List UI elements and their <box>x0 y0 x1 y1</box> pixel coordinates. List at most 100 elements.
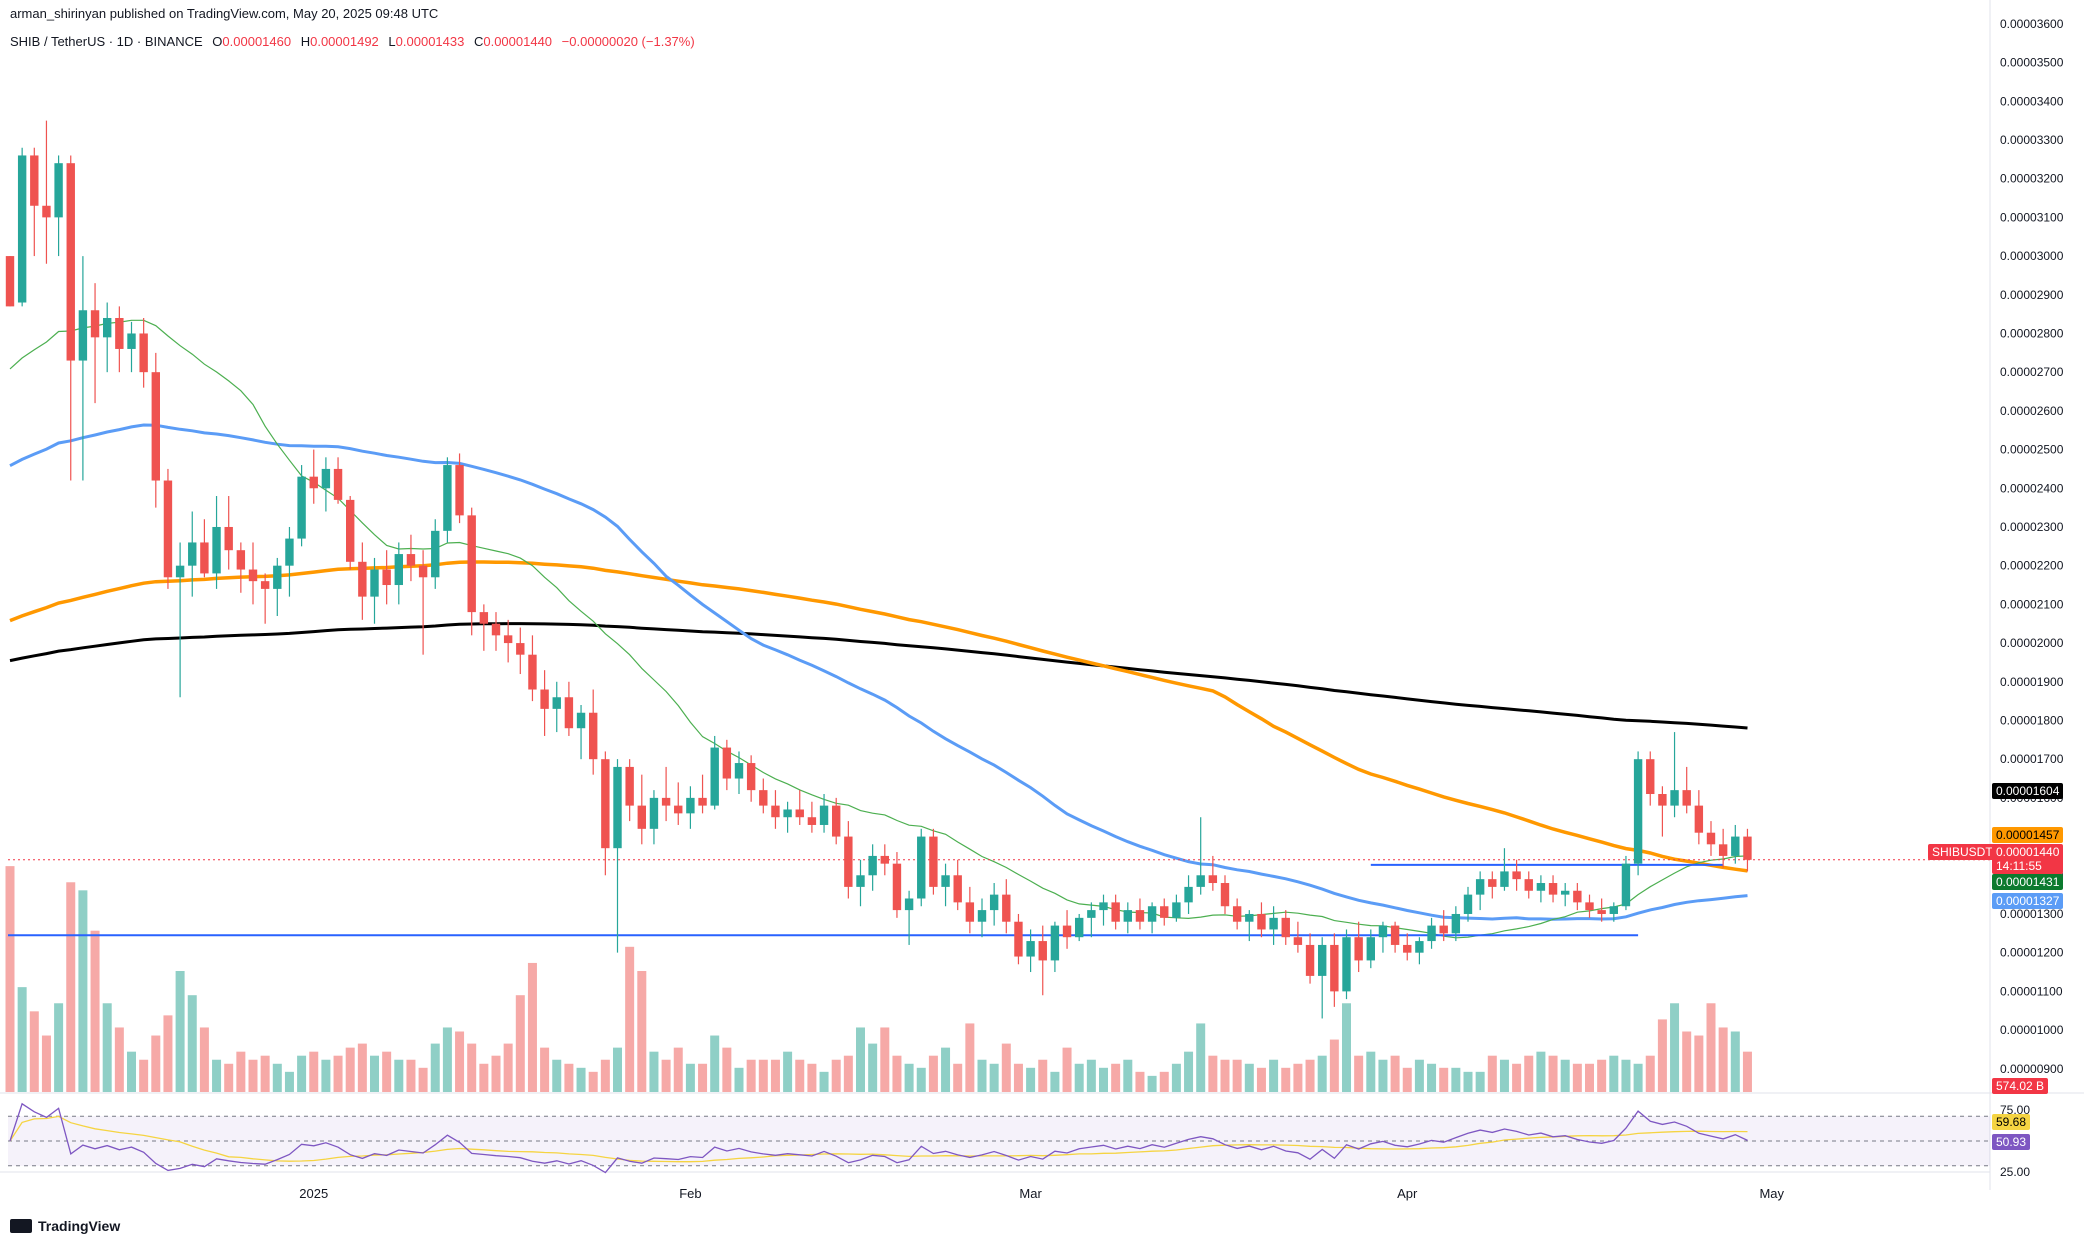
candle-body <box>965 902 975 922</box>
candle-body <box>856 875 865 887</box>
volume-bar <box>1560 1059 1570 1092</box>
volume-bar <box>1184 1051 1194 1092</box>
volume-bar <box>1086 1059 1096 1092</box>
volume-bar <box>467 1043 477 1092</box>
candle-body <box>1160 906 1169 918</box>
volume-bar <box>1633 1063 1643 1092</box>
candle-body <box>1196 875 1205 887</box>
price-tag: 0.00001440 14:11:55 <box>1992 844 2064 874</box>
candle-body <box>1694 805 1704 833</box>
rsi-tag: 50.93 <box>1992 1134 2031 1150</box>
volume-bar <box>66 882 76 1092</box>
volume-bar <box>600 1059 610 1092</box>
candle-body <box>321 468 331 489</box>
candle-body <box>1427 925 1436 942</box>
volume-bar <box>1269 1059 1279 1092</box>
volume-bar <box>1427 1063 1437 1092</box>
y-tick-label: 0.00001300 <box>2000 907 2064 921</box>
open-value: 0.00001460 <box>222 34 292 49</box>
volume-bar <box>394 1059 404 1092</box>
volume-bar <box>515 995 525 1092</box>
candle-body <box>892 863 902 911</box>
x-tick-label: Mar <box>1019 1186 1042 1201</box>
volume-bar <box>163 1015 173 1092</box>
candle-body <box>1208 875 1218 884</box>
tradingview-logo-icon <box>10 1219 32 1233</box>
candle-body <box>1172 902 1181 918</box>
volume-bar <box>1621 1059 1631 1092</box>
volume-bar <box>807 1063 817 1092</box>
x-tick-label: May <box>1759 1186 1784 1201</box>
volume-bar <box>479 1063 489 1092</box>
candle-body <box>601 759 610 849</box>
volume-bar <box>1256 1067 1266 1092</box>
volume-bar <box>1742 1051 1752 1092</box>
volume-bar <box>114 1027 124 1092</box>
candle-body <box>1257 913 1266 930</box>
volume-bar <box>868 1043 878 1092</box>
volume-bar <box>333 1055 343 1092</box>
candle-body <box>163 480 173 578</box>
symbol-description[interactable]: SHIB / TetherUS · 1D · BINANCE <box>10 34 203 49</box>
y-tick-label: 0.00001000 <box>2000 1023 2064 1037</box>
candle-body <box>1099 902 1108 911</box>
candle-body <box>17 155 27 303</box>
volume-bar <box>588 1071 598 1092</box>
ma-orange-line <box>9 560 1748 873</box>
candle-body <box>346 499 355 562</box>
volume-bar <box>831 1059 841 1092</box>
volume-bar <box>722 1047 732 1092</box>
candle-body <box>734 763 744 779</box>
volume-bar <box>795 1059 805 1092</box>
volume-bar <box>418 1067 428 1092</box>
candle-body <box>832 805 841 837</box>
candle-body <box>370 569 379 597</box>
volume-bar <box>1305 1059 1315 1092</box>
candle-body <box>1305 944 1315 976</box>
candle-body <box>941 875 950 887</box>
candle-body <box>273 565 282 589</box>
volume-bar <box>941 1047 951 1092</box>
candle-body <box>103 317 112 338</box>
volume-bar <box>880 1027 890 1092</box>
volume-bar <box>1512 1063 1522 1092</box>
candle-body <box>1658 794 1667 806</box>
candle-body <box>42 205 51 218</box>
volume-bar <box>758 1059 768 1092</box>
volume-bar <box>1414 1059 1424 1092</box>
volume-bar <box>357 1043 367 1092</box>
candle-body <box>358 561 367 597</box>
candle-body <box>200 542 209 574</box>
orange-ma-tag: 0.00001457 <box>1992 827 2064 843</box>
volume-bar <box>1232 1059 1242 1092</box>
volume-bar <box>1390 1055 1400 1092</box>
high-value: 0.00001492 <box>310 34 379 49</box>
volume-bar <box>819 1071 829 1092</box>
candle-body <box>1706 832 1716 845</box>
candle-body <box>467 515 476 613</box>
volume-bar <box>248 1059 258 1092</box>
candle-body <box>78 310 88 361</box>
y-tick-label: 0.00002100 <box>2000 597 2064 611</box>
candle-body <box>260 581 270 589</box>
volume-bar <box>710 1035 720 1092</box>
volume-bar <box>187 995 197 1092</box>
volume-bar <box>989 1063 999 1092</box>
volume-bar <box>382 1051 392 1092</box>
volume-bar <box>527 962 537 1092</box>
candle-body <box>977 910 987 922</box>
y-tick-label: 0.00001900 <box>2000 675 2064 689</box>
open-key: O <box>212 34 223 49</box>
candle-body <box>674 805 683 814</box>
candle-body <box>1014 921 1023 957</box>
candle-body <box>1573 890 1582 903</box>
candle-body <box>175 565 185 578</box>
candle-body <box>1670 790 1679 806</box>
candle-body <box>953 875 962 903</box>
candle-body <box>479 612 489 624</box>
volume-bar <box>29 1011 39 1092</box>
volume-bar <box>199 1027 209 1092</box>
tradingview-logo[interactable]: TradingView <box>10 1218 120 1234</box>
candle-body <box>540 689 549 709</box>
